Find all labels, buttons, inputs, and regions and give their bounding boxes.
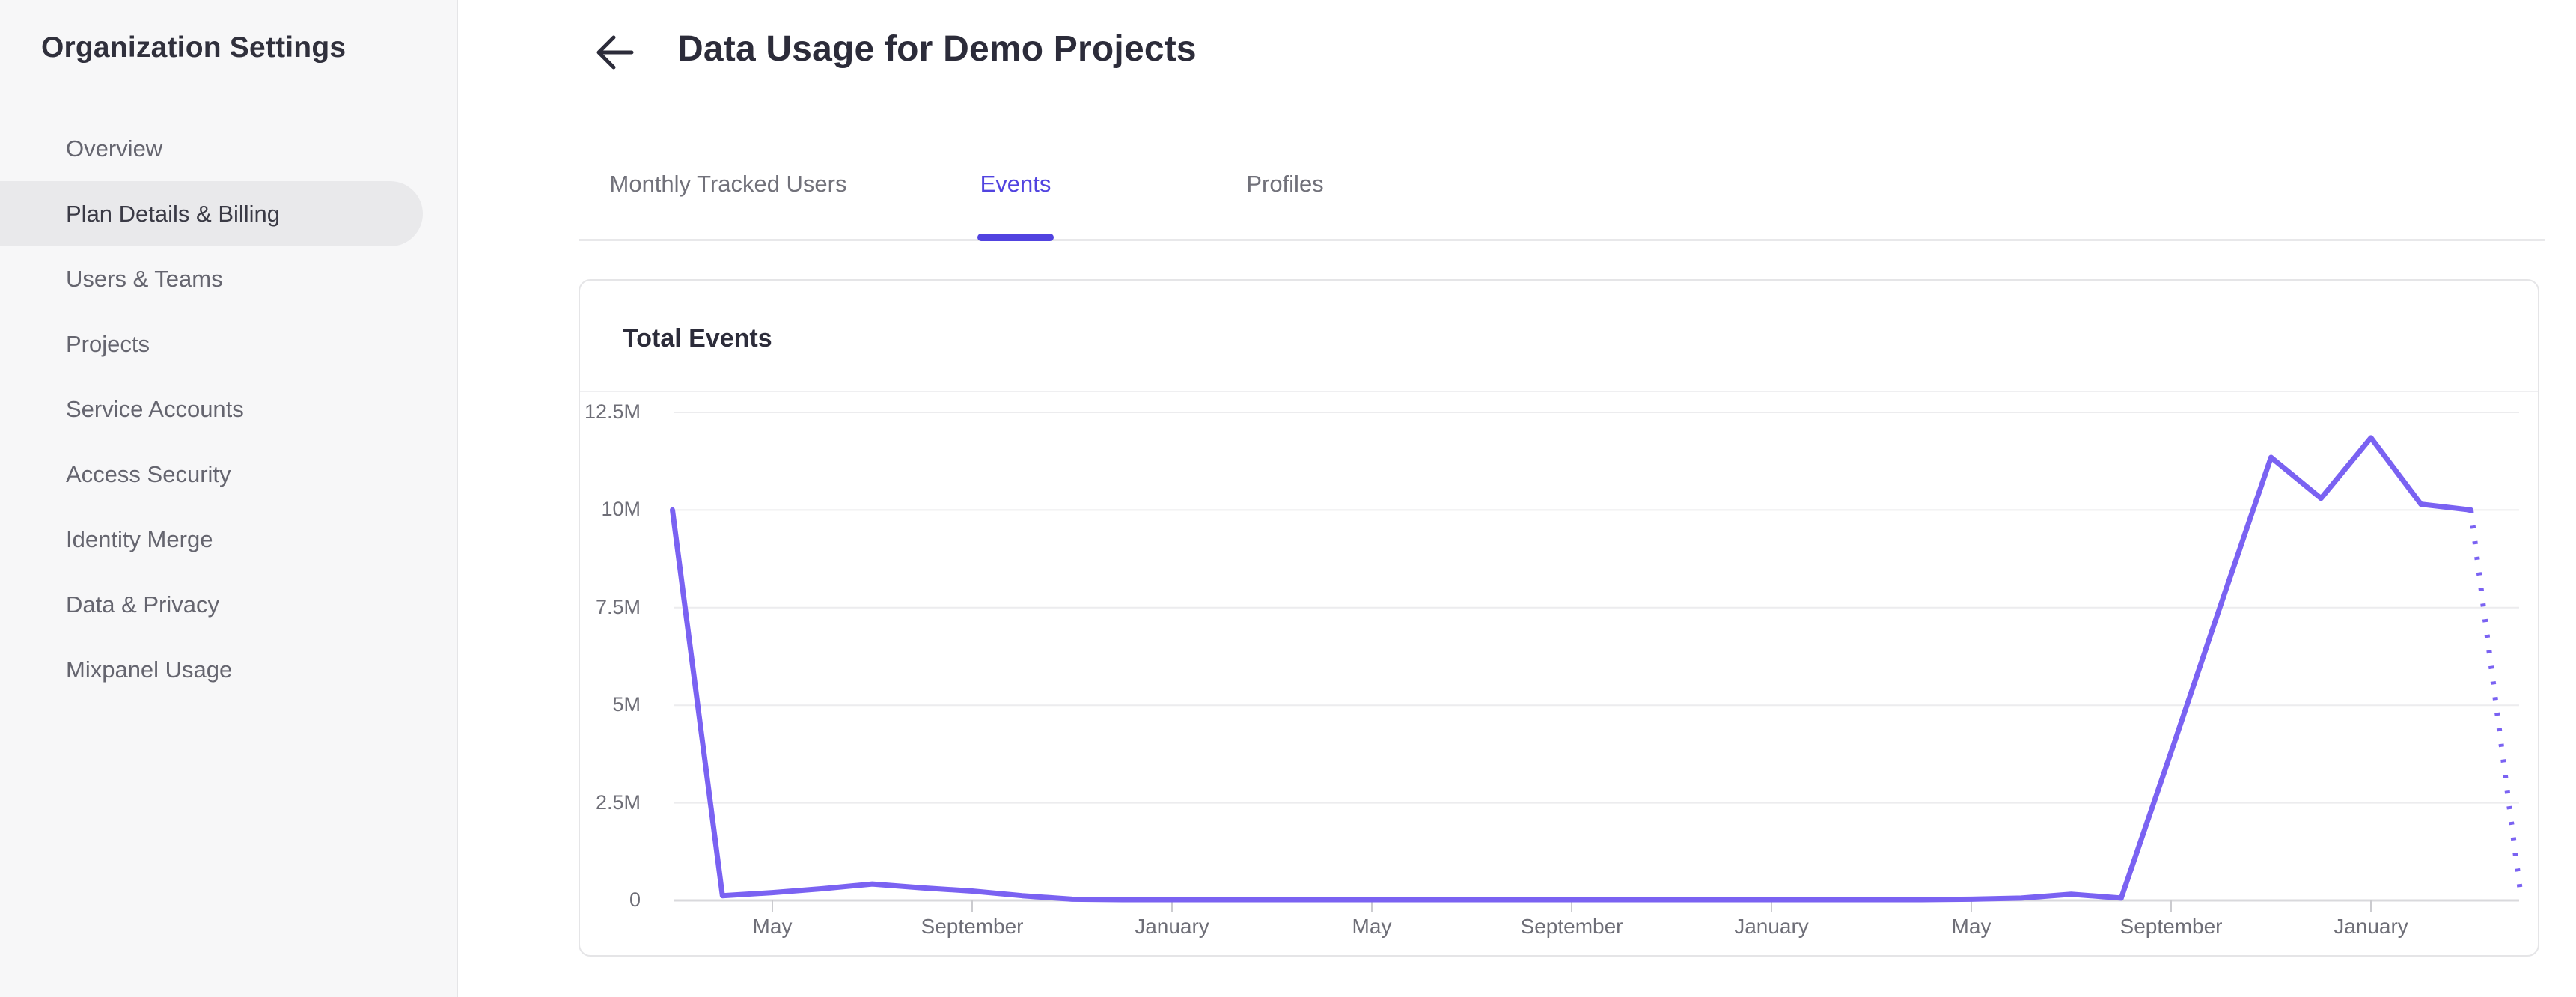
sidebar: Organization Settings Overview Plan Detai… (0, 0, 458, 997)
sidebar-item-plan-details-billing[interactable]: Plan Details & Billing (0, 181, 423, 246)
y-axis-label: 7.5M (595, 595, 641, 618)
x-axis-label: January (1135, 915, 1209, 938)
x-axis-label: May (1951, 915, 1991, 938)
x-axis-label: January (2334, 915, 2408, 938)
x-axis-label: September (921, 915, 1024, 938)
card-header-divider (580, 391, 2538, 392)
sidebar-item-mixpanel-usage[interactable]: Mixpanel Usage (66, 656, 233, 683)
x-axis-label: September (1520, 915, 1623, 938)
total-events-card: Total Events (579, 279, 2539, 957)
y-axis-label: 5M (612, 693, 641, 716)
x-axis-label: September (2119, 915, 2223, 938)
chart-title: Total Events (623, 324, 772, 353)
arrow-left-icon (596, 35, 634, 70)
back-button[interactable] (591, 28, 639, 76)
y-axis-label: 12.5M (584, 400, 641, 423)
tab-profiles[interactable]: Profiles (1246, 171, 1324, 197)
y-axis-label: 2.5M (595, 790, 641, 814)
x-axis-label: May (752, 915, 793, 938)
x-axis-label: January (1734, 915, 1809, 938)
chart-line-projected[interactable] (2468, 509, 2524, 897)
active-tab-underline (977, 234, 1054, 241)
x-axis-label: May (1352, 915, 1392, 938)
tab-events[interactable]: Events (980, 171, 1052, 197)
chart-line[interactable] (670, 435, 2473, 903)
y-axis-label: 10M (601, 498, 641, 521)
tab-monthly-tracked-users[interactable]: Monthly Tracked Users (609, 171, 847, 197)
sidebar-item-overview[interactable]: Overview (66, 135, 163, 162)
sidebar-item-access-security[interactable]: Access Security (66, 460, 231, 487)
sidebar-nav: Overview Plan Details & Billing Users & Te… (0, 116, 457, 702)
sidebar-title: Organization Settings (41, 31, 347, 64)
sidebar-item-identity-merge[interactable]: Identity Merge (66, 525, 213, 552)
sidebar-item-data-privacy[interactable]: Data & Privacy (66, 591, 220, 618)
sidebar-item-users-teams[interactable]: Users & Teams (66, 265, 223, 292)
sidebar-item-projects[interactable]: Projects (66, 330, 150, 357)
y-axis-label: 0 (629, 888, 641, 911)
page-title: Data Usage for Demo Projects (677, 29, 1197, 69)
tabs-divider (579, 239, 2545, 241)
sidebar-item-service-accounts[interactable]: Service Accounts (66, 395, 244, 422)
